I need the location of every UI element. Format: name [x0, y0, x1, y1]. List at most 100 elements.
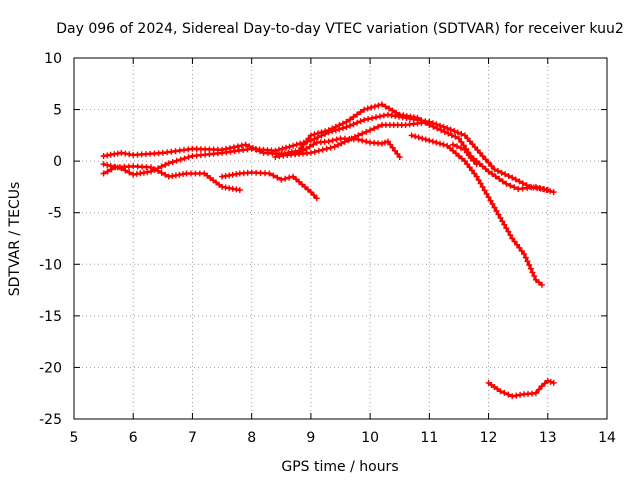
data-point — [297, 140, 304, 147]
data-point — [283, 144, 289, 151]
data-point — [359, 130, 366, 137]
data-point — [350, 114, 357, 120]
data-point — [347, 116, 353, 123]
data-point — [509, 235, 516, 242]
data-point — [162, 161, 169, 168]
data-point — [544, 187, 551, 193]
data-point — [242, 141, 249, 148]
data-point — [238, 142, 245, 149]
data-point — [457, 145, 464, 152]
data-point — [434, 125, 441, 132]
data-point — [310, 192, 317, 199]
data-point — [495, 211, 502, 218]
y-axis-label: SDTVAR / TECUs — [7, 182, 23, 297]
data-point — [527, 265, 534, 272]
data-point — [437, 122, 443, 129]
data-point — [329, 137, 336, 144]
data-point — [169, 159, 176, 165]
data-point — [278, 176, 285, 183]
data-point — [505, 173, 512, 179]
data-point — [371, 125, 378, 132]
data-point — [519, 180, 526, 187]
data-point — [354, 119, 361, 126]
data-point — [130, 171, 137, 178]
data-point — [158, 163, 165, 170]
data-point — [483, 190, 490, 197]
data-point — [505, 228, 512, 235]
data-point — [526, 262, 533, 268]
data-point — [347, 122, 353, 129]
data-point — [445, 130, 452, 137]
data-point — [469, 167, 475, 174]
data-point — [319, 146, 326, 153]
data-point — [315, 134, 321, 141]
series-trace-6 — [408, 132, 545, 288]
data-point — [367, 127, 374, 134]
data-point — [364, 105, 371, 112]
data-point — [433, 139, 440, 146]
data-point — [310, 141, 317, 148]
data-point — [307, 137, 314, 144]
data-point — [452, 133, 459, 140]
data-point — [475, 177, 482, 184]
data-point — [389, 107, 396, 114]
series-trace-8 — [284, 118, 433, 158]
data-point — [322, 130, 329, 137]
data-point — [485, 194, 492, 201]
data-point — [482, 156, 489, 163]
data-point — [282, 175, 289, 182]
data-point — [518, 247, 525, 254]
data-point — [511, 184, 518, 191]
data-point — [357, 118, 364, 125]
data-point — [454, 129, 461, 136]
tick-layer — [73, 57, 608, 420]
data-point — [338, 140, 345, 147]
data-point — [387, 141, 394, 148]
x-tick-label: 5 — [70, 430, 79, 446]
data-point — [464, 161, 471, 168]
data-point — [382, 103, 389, 110]
data-point — [107, 162, 114, 169]
data-point — [429, 138, 436, 145]
data-point — [359, 137, 366, 144]
data-point — [126, 169, 133, 176]
data-point — [311, 135, 318, 142]
data-point — [532, 390, 539, 397]
data-point — [447, 126, 454, 133]
data-point — [379, 140, 385, 147]
data-point — [437, 140, 443, 147]
data-point — [516, 244, 523, 251]
data-point — [332, 127, 339, 134]
data-point — [354, 111, 361, 118]
data-point — [440, 141, 447, 148]
data-point — [458, 130, 465, 137]
x-tick-label: 12 — [480, 430, 498, 446]
data-point — [335, 142, 341, 149]
data-point — [331, 143, 338, 150]
data-point — [293, 141, 300, 148]
data-point — [361, 116, 368, 123]
data-point — [368, 104, 375, 111]
data-point — [440, 123, 447, 130]
data-point — [497, 214, 504, 221]
data-point — [524, 258, 531, 265]
x-axis-label: GPS time / hours — [281, 459, 398, 475]
data-point — [345, 137, 352, 144]
data-point — [471, 170, 478, 177]
data-point — [489, 201, 496, 208]
data-point — [422, 136, 429, 143]
data-point — [458, 139, 465, 145]
data-point — [419, 135, 426, 142]
data-point — [507, 182, 514, 189]
x-tick-label: 10 — [361, 430, 379, 446]
data-point — [306, 143, 313, 150]
data-point — [509, 174, 516, 181]
data-point — [412, 133, 419, 140]
data-point — [495, 168, 501, 174]
data-point — [279, 145, 286, 152]
data-point — [373, 114, 379, 121]
data-point — [361, 106, 368, 113]
data-point — [290, 142, 297, 149]
data-point — [505, 391, 512, 398]
data-point — [485, 159, 492, 166]
